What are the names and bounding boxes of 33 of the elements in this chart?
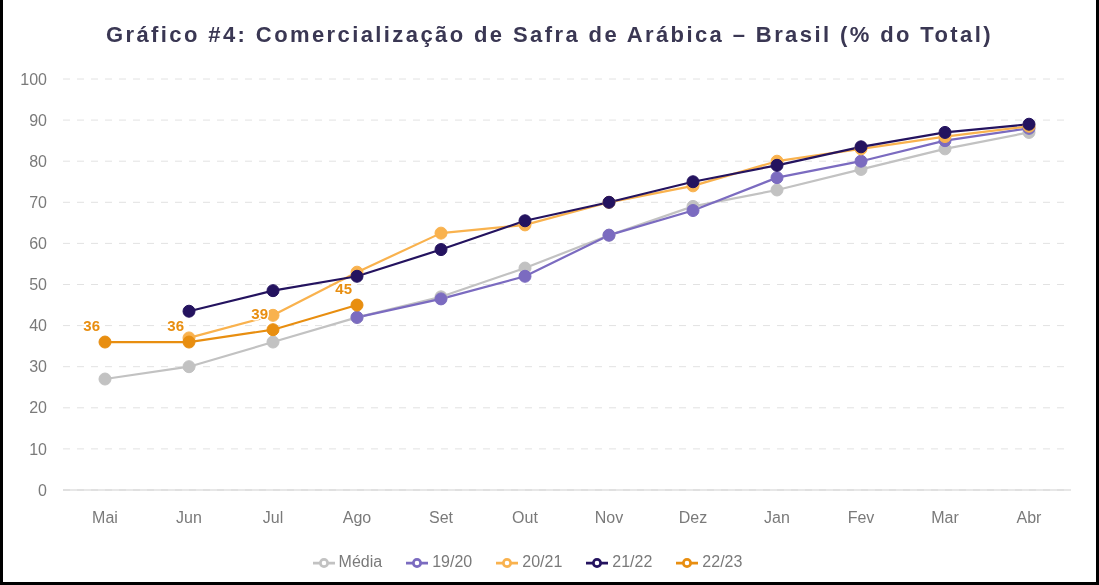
x-tick-label: Fev [847,509,875,527]
legend-label: 20/21 [522,553,563,571]
y-tick-label: 0 [38,481,48,499]
y-tick-label: 80 [29,152,48,170]
y-tick-label: 40 [29,317,48,335]
y-tick-label: 50 [29,276,48,294]
y-tick-label: 70 [29,193,48,211]
y-tick-label: 30 [29,358,48,376]
x-tick-label: Dez [678,509,708,527]
x-tick-label: Jul [262,509,284,527]
legend-label: Média [338,553,383,571]
data-label: 39 [251,304,268,322]
data-label: 36 [83,317,100,335]
legend-label: 19/20 [432,553,473,571]
legend-label: 22/23 [702,553,743,571]
x-tick-label: Jan [764,509,790,527]
x-tick-label: Set [428,509,454,527]
x-tick-label: Out [512,509,539,527]
legend-label: 21/22 [612,553,653,571]
data-label: 36 [167,317,184,335]
y-tick-label: 90 [29,111,48,129]
x-tick-label: Mai [92,509,118,527]
y-tick-label: 60 [29,235,48,253]
x-tick-label: Ago [342,509,372,527]
y-tick-label: 20 [29,399,48,417]
y-tick-label: 10 [29,440,48,458]
x-tick-label: Mar [931,509,960,527]
x-tick-label: Jun [176,509,202,527]
x-tick-label: Nov [594,509,624,527]
data-label: 45 [335,280,352,298]
x-tick-label: Abr [1016,509,1043,527]
y-tick-label: 100 [20,70,48,88]
chart-title: Gráfico #4: Comercialização de Safra de Arábica – Brasil (% do Total) [105,22,994,48]
